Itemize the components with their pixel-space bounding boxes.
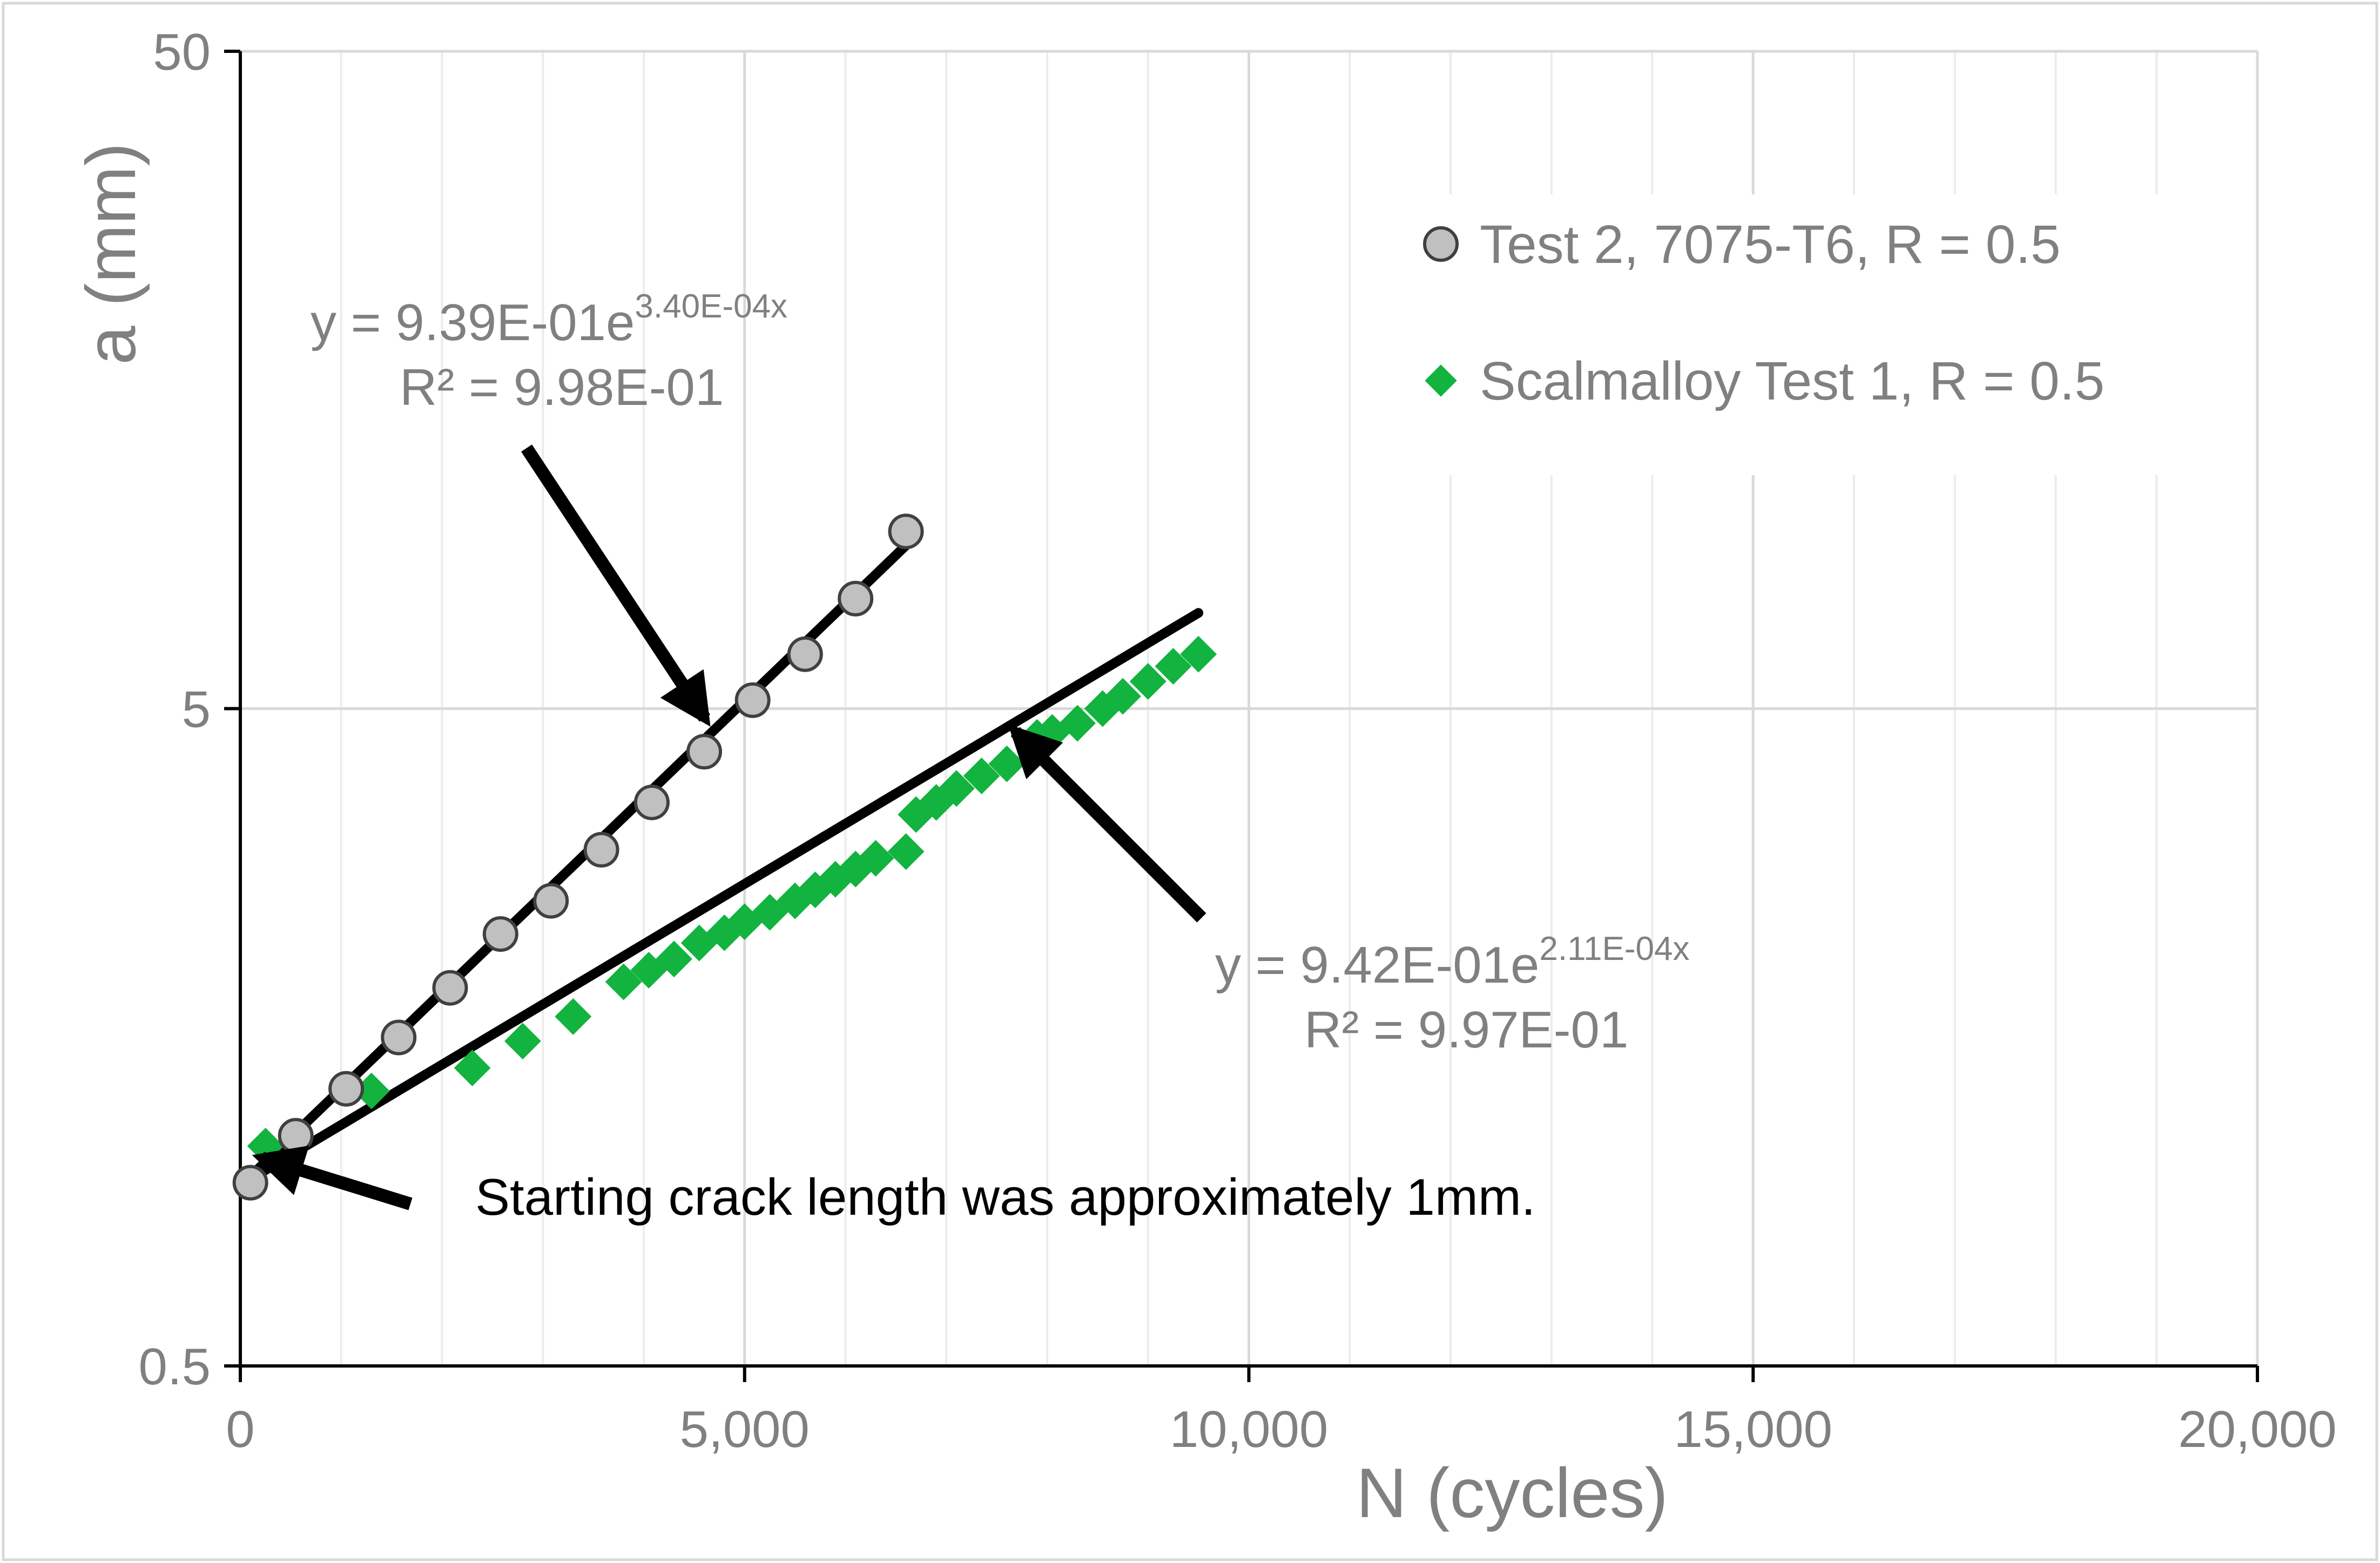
test2-data-point [381, 1019, 417, 1055]
scalmalloy-data-point [963, 757, 1000, 795]
scalmalloy-data-point [1180, 635, 1217, 673]
test2-data-point [787, 636, 823, 672]
legend-background [1393, 194, 2182, 475]
scalmalloy-data-point [1059, 705, 1096, 742]
test2-data-point [533, 883, 569, 919]
x-tick-label: 10,000 [1170, 1400, 1329, 1458]
test2-data-point [232, 1165, 268, 1201]
scalmalloy-data-point [504, 1023, 541, 1060]
legend-marker-scalmalloy [1425, 364, 1457, 397]
y-tick-label: 0.5 [139, 1338, 211, 1396]
test2-data-point [328, 1071, 365, 1107]
scalmalloy-equation-exponent: 2.11E-04x [1539, 930, 1689, 967]
test2-data-point [583, 831, 619, 868]
axes [224, 50, 2259, 1382]
scalmalloy-r-squared: R² = 9.97E-01 [1304, 1001, 1628, 1059]
scalmalloy-equation-base: y = 9.42E-01e [1215, 936, 1539, 994]
test2-equation-exponent: 3.40E-04x [635, 288, 787, 325]
x-tick-label: 0 [226, 1400, 254, 1458]
test2-data-point [888, 513, 924, 550]
scalmalloy-data-point [1104, 678, 1142, 715]
scalmalloy-data-point [555, 998, 592, 1035]
y-tick-label: 5 [182, 681, 211, 739]
test2-data-point [838, 580, 874, 617]
legend-label-test2: Test 2, 7075-T6, R = 0.5 [1480, 214, 2061, 275]
starting-crack-note: Starting crack length was approximately … [475, 1168, 1535, 1226]
scalmalloy-trendline [245, 608, 1204, 1184]
scalmalloy-data-point [1155, 648, 1192, 685]
test2-data-point [278, 1118, 314, 1154]
legend-label-scalmalloy: Scalmalloy Test 1, R = 0.5 [1480, 351, 2105, 411]
test2-data-point [686, 734, 723, 770]
x-tick-label: 15,000 [1674, 1400, 1832, 1458]
x-tick-labels: 0 5,000 10,000 15,000 20,000 [226, 1400, 2337, 1458]
scalmalloy-data-point [887, 833, 925, 870]
test2-data-point [482, 916, 518, 952]
test2-data-point [633, 784, 670, 821]
arrow-to-test2-trendline [521, 444, 711, 727]
test2-data-point [734, 682, 771, 718]
arrow-to-scalmalloy-trendline [1008, 724, 1206, 923]
y-tick-labels: 0.5 5 50 [139, 23, 211, 1396]
legend-marker-test2 [1423, 226, 1459, 262]
y-axis-label: a (mm) [71, 143, 150, 365]
legend: Test 2, 7075-T6, R = 0.5 Scalmalloy Test… [1393, 194, 2182, 475]
test2-data-point [432, 970, 468, 1006]
scalmalloy-data-point [857, 840, 894, 877]
x-tick-label: 20,000 [2178, 1400, 2337, 1458]
y-tick-label: 50 [153, 23, 211, 81]
data-points [232, 513, 1217, 1201]
scalmalloy-data-point [454, 1050, 491, 1087]
test2-equation-base: y = 9.39E-01e [311, 294, 635, 351]
scalmalloy-data-point [938, 770, 975, 807]
scalmalloy-fit-equation: y = 9.42E-01e2.11E-04x [1215, 930, 1689, 994]
x-tick-label: 5,000 [680, 1400, 810, 1458]
scalmalloy-data-point [656, 940, 692, 978]
test2-r-squared: R² = 9.98E-01 [400, 358, 724, 416]
arrow-to-starting-crack [252, 1145, 413, 1210]
test2-fit-equation: y = 9.39E-01e3.40E-04x [311, 288, 787, 351]
x-axis-label: N (cycles) [1356, 1453, 1668, 1532]
scalmalloy-data-point [605, 963, 642, 1000]
scalmalloy-data-point [1129, 663, 1167, 700]
